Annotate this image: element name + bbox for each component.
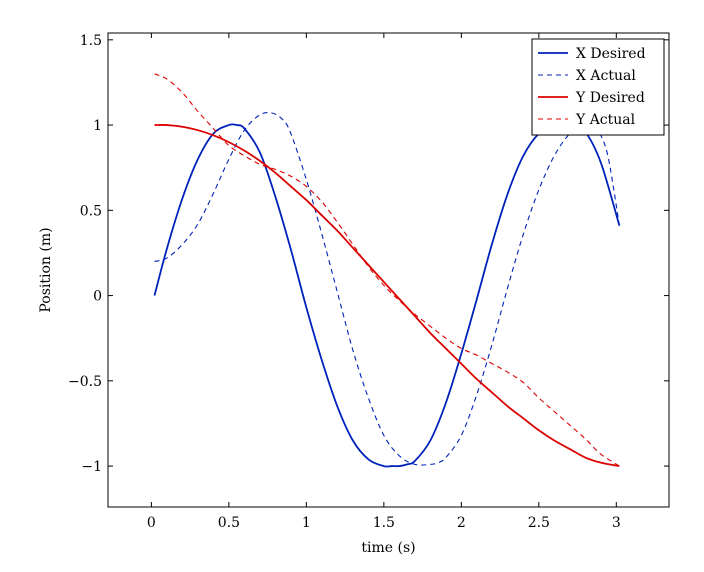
legend-box — [531, 38, 665, 136]
y-tick-label: 1 — [93, 118, 102, 134]
plot-frame — [107, 32, 670, 508]
y-tick-label: 0 — [93, 289, 102, 305]
series-line-x-desired — [153, 123, 621, 468]
x-tick-label: 0.5 — [218, 515, 240, 531]
legend-label-x-desired: X Desired — [576, 46, 646, 62]
x-tick-label: 2 — [457, 515, 466, 531]
legend-label-x-actual: X Actual — [576, 68, 636, 84]
y-tick-label: 0.5 — [80, 203, 102, 219]
x-tick-label: 2.5 — [528, 515, 550, 531]
legend-label-y-actual: Y Actual — [575, 112, 636, 128]
x-tick-label: 1.5 — [373, 515, 395, 531]
x-tick-label: 1 — [302, 515, 311, 531]
series-line-y-desired — [154, 124, 620, 467]
x-axis-label: time (s) — [361, 540, 415, 556]
series-line-x-actual — [154, 112, 620, 466]
series-line-y-actual — [154, 73, 620, 467]
x-tick-label: 0 — [147, 515, 156, 531]
y-tick-label: −0.5 — [68, 374, 102, 390]
y-axis: −1 −0.5 0 0.5 1 1.5 — [68, 33, 669, 475]
y-tick-label: 1.5 — [80, 33, 102, 49]
y-axis-label: Position (m) — [38, 227, 54, 312]
x-axis: 0 0.5 1 1.5 2 2.5 3 — [147, 33, 621, 531]
x-tick-label: 3 — [612, 515, 621, 531]
legend-label-y-desired: Y Desired — [575, 90, 645, 106]
y-tick-label: −1 — [81, 459, 102, 475]
legend: X Desired X Actual Y Desired Y Actual — [531, 38, 665, 136]
